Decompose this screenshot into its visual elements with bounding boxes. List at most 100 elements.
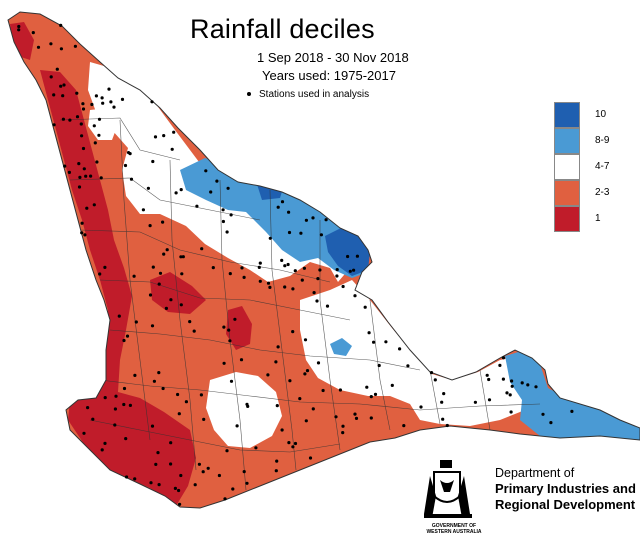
station-dot: [98, 272, 102, 276]
station-dot: [177, 412, 181, 416]
station-dot: [180, 272, 184, 276]
station-dot: [363, 305, 367, 309]
station-dot: [170, 147, 174, 151]
station-dot: [211, 266, 215, 270]
region-decile-1-coast: [40, 70, 196, 506]
station-dot: [300, 278, 304, 282]
station-dot: [113, 407, 117, 411]
station-dot: [353, 294, 357, 298]
station-dot: [245, 402, 249, 406]
station-dot: [62, 83, 66, 87]
region-decile-4-7-west: [88, 108, 118, 140]
station-dot: [283, 264, 287, 268]
station-dot: [341, 424, 345, 428]
station-dot: [193, 483, 197, 487]
station-dot: [335, 268, 339, 272]
station-dot: [78, 175, 82, 179]
station-dot: [151, 265, 155, 269]
legend-swatch: [554, 128, 580, 154]
station-dot: [303, 372, 307, 376]
region-decile-1-inland: [150, 272, 206, 314]
station-dot: [109, 100, 113, 104]
station-dot: [125, 475, 129, 479]
station-dot: [173, 486, 177, 490]
station-dot: [157, 282, 161, 286]
station-dot: [311, 216, 315, 220]
station-dot: [149, 481, 153, 485]
station-dot: [441, 417, 445, 421]
dpird-logo: GOVERNMENT OF WESTERN AUSTRALIA Departme…: [420, 456, 640, 536]
region-decile-10: [325, 226, 370, 276]
station-dot: [80, 221, 84, 225]
station-dot: [440, 400, 444, 404]
station-dot: [341, 284, 345, 289]
station-dot: [520, 381, 524, 385]
station-dot: [117, 314, 121, 318]
station-dot: [99, 176, 103, 180]
station-dot: [304, 218, 308, 222]
station-dot: [172, 130, 176, 134]
dept-line-1: Department of: [495, 466, 575, 480]
station-dot: [341, 431, 345, 435]
station-dot: [258, 279, 262, 283]
station-dot: [204, 169, 208, 173]
legend-swatch: [554, 206, 580, 232]
station-dot: [229, 379, 234, 383]
station-dot: [122, 386, 127, 391]
legend-swatch: [554, 102, 580, 128]
station-dot: [227, 328, 231, 332]
station-dot: [367, 331, 371, 335]
station-dot: [150, 424, 155, 428]
station-dot: [268, 285, 272, 289]
station-dot: [274, 360, 278, 364]
station-dot: [274, 469, 278, 473]
station-dot: [487, 398, 492, 402]
station-dot: [181, 255, 185, 259]
station-dot: [52, 93, 56, 97]
station-dot: [192, 329, 196, 333]
station-dot: [150, 100, 154, 104]
station-dot: [133, 477, 137, 481]
station-dot: [80, 134, 84, 138]
station-dot: [158, 271, 163, 275]
station-dot: [280, 258, 284, 262]
station-dot: [206, 466, 210, 470]
station-dot: [315, 299, 319, 303]
department-name: Department of Primary Industries and Reg…: [495, 465, 636, 513]
station-dot: [442, 392, 446, 396]
coastline: [7, 11, 640, 509]
station-dot: [148, 224, 152, 228]
station-dot: [152, 379, 156, 383]
station-dot: [305, 369, 310, 373]
station-dot: [225, 230, 229, 234]
station-dot: [276, 345, 280, 349]
station-dot: [242, 470, 246, 474]
station-dot: [122, 338, 126, 343]
station-dot: [505, 391, 509, 395]
station-dot: [97, 133, 101, 137]
station-dot: [61, 94, 65, 98]
station-dot: [94, 94, 98, 98]
station-dot: [508, 393, 512, 397]
station-dot: [283, 285, 287, 289]
station-dot: [257, 265, 261, 269]
station-dot: [354, 416, 359, 420]
station-dot: [406, 364, 410, 368]
station-dot: [245, 481, 249, 485]
station-dot: [319, 233, 323, 237]
station-dot: [79, 122, 83, 126]
station-dot: [369, 416, 373, 420]
station-dot: [164, 306, 168, 310]
station-dot: [302, 266, 306, 270]
station-dot: [240, 266, 244, 270]
station-dot: [178, 502, 182, 506]
station-dot: [316, 361, 321, 365]
stations-note-label: Stations used in analysis: [259, 89, 370, 100]
station-dot: [103, 396, 107, 400]
station-dot: [97, 117, 102, 121]
station-dot: [133, 373, 137, 377]
station-dot: [311, 407, 315, 411]
station-dot: [188, 320, 192, 324]
station-dot: [179, 255, 183, 259]
